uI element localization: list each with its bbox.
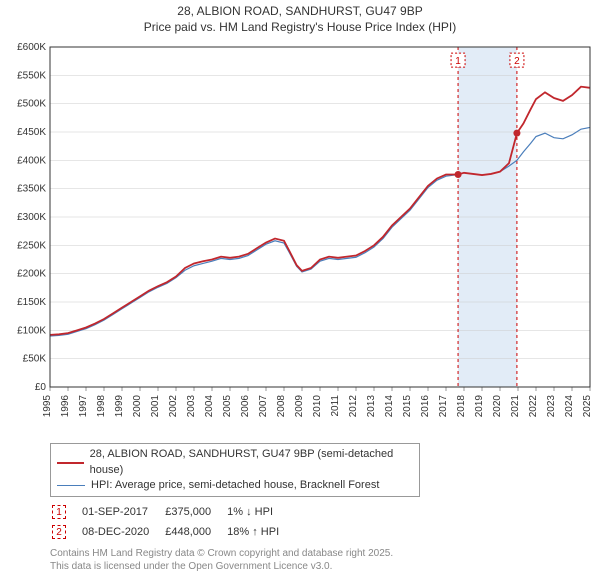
- legend-swatch-1: [57, 485, 85, 487]
- legend-row-0: 28, ALBION ROAD, SANDHURST, GU47 9BP (se…: [57, 447, 413, 478]
- svg-text:2015: 2015: [402, 395, 413, 418]
- svg-text:£200K: £200K: [17, 269, 46, 280]
- svg-text:£0: £0: [35, 382, 47, 393]
- sale-delta-0: 1% ↓ HPI: [227, 503, 293, 521]
- svg-text:2007: 2007: [258, 395, 269, 418]
- sale-delta-1: 18% ↑ HPI: [227, 523, 293, 541]
- title-line-2: Price paid vs. HM Land Registry's House …: [0, 20, 600, 36]
- chart-svg: £0 £50K £100K £150K £200K £250K £300K £350K £400…: [0, 37, 600, 437]
- svg-text:1995: 1995: [42, 395, 53, 418]
- svg-text:£500K: £500K: [17, 99, 46, 110]
- legend-row-1: HPI: Average price, semi-detached house,…: [57, 478, 413, 493]
- table-row: 2 08-DEC-2020 £448,000 18% ↑ HPI: [52, 523, 293, 541]
- svg-text:2020: 2020: [492, 395, 503, 418]
- footer-line-1: Contains HM Land Registry data © Crown c…: [50, 547, 600, 560]
- table-row: 1 01-SEP-2017 £375,000 1% ↓ HPI: [52, 503, 293, 521]
- svg-text:2019: 2019: [474, 395, 485, 418]
- svg-text:£400K: £400K: [17, 156, 46, 167]
- svg-text:1999: 1999: [114, 395, 125, 418]
- svg-text:1997: 1997: [78, 395, 89, 418]
- svg-text:2005: 2005: [222, 395, 233, 418]
- svg-text:2: 2: [514, 56, 520, 67]
- svg-text:£350K: £350K: [17, 184, 46, 195]
- svg-text:2025: 2025: [582, 395, 593, 418]
- svg-text:2018: 2018: [456, 395, 467, 418]
- svg-text:2024: 2024: [564, 395, 575, 418]
- marker-box-1: 1: [52, 505, 66, 519]
- svg-text:2004: 2004: [204, 395, 215, 418]
- svg-text:2006: 2006: [240, 395, 251, 418]
- svg-text:2000: 2000: [132, 395, 143, 418]
- svg-text:£50K: £50K: [23, 354, 47, 365]
- sale-price-0: £375,000: [165, 503, 225, 521]
- legend-label-0: 28, ALBION ROAD, SANDHURST, GU47 9BP (se…: [90, 447, 413, 478]
- svg-text:£450K: £450K: [17, 127, 46, 138]
- chart-title-block: 28, ALBION ROAD, SANDHURST, GU47 9BP Pri…: [0, 0, 600, 37]
- svg-text:2022: 2022: [528, 395, 539, 418]
- svg-text:2012: 2012: [348, 395, 359, 418]
- svg-text:1996: 1996: [60, 395, 71, 418]
- title-line-1: 28, ALBION ROAD, SANDHURST, GU47 9BP: [0, 4, 600, 20]
- svg-text:£600K: £600K: [17, 42, 46, 53]
- svg-text:2013: 2013: [366, 395, 377, 418]
- svg-text:£100K: £100K: [17, 326, 46, 337]
- svg-text:2017: 2017: [438, 395, 449, 418]
- sale-date-0: 01-SEP-2017: [82, 503, 163, 521]
- svg-text:2009: 2009: [294, 395, 305, 418]
- svg-text:1998: 1998: [96, 395, 107, 418]
- legend-swatch-0: [57, 462, 84, 464]
- svg-text:£150K: £150K: [17, 297, 46, 308]
- svg-text:2021: 2021: [510, 395, 521, 418]
- svg-text:£550K: £550K: [17, 71, 46, 82]
- svg-text:£250K: £250K: [17, 241, 46, 252]
- svg-text:2001: 2001: [150, 395, 161, 418]
- chart-container: £0 £50K £100K £150K £200K £250K £300K £350K £400…: [0, 37, 600, 437]
- svg-text:2014: 2014: [384, 395, 395, 418]
- marker-box-2: 2: [52, 525, 66, 539]
- sale-date-1: 08-DEC-2020: [82, 523, 163, 541]
- svg-text:2010: 2010: [312, 395, 323, 418]
- legend: 28, ALBION ROAD, SANDHURST, GU47 9BP (se…: [50, 443, 420, 497]
- svg-text:2011: 2011: [330, 395, 341, 417]
- svg-text:2003: 2003: [186, 395, 197, 418]
- svg-text:2023: 2023: [546, 395, 557, 418]
- legend-label-1: HPI: Average price, semi-detached house,…: [91, 478, 379, 493]
- svg-text:2002: 2002: [168, 395, 179, 418]
- sale-price-1: £448,000: [165, 523, 225, 541]
- svg-text:1: 1: [455, 56, 461, 67]
- svg-text:2016: 2016: [420, 395, 431, 418]
- svg-text:£300K: £300K: [17, 212, 46, 223]
- sales-table: 1 01-SEP-2017 £375,000 1% ↓ HPI 2 08-DEC…: [50, 501, 295, 543]
- footer: Contains HM Land Registry data © Crown c…: [50, 547, 600, 573]
- svg-text:2008: 2008: [276, 395, 287, 418]
- footer-line-2: This data is licensed under the Open Gov…: [50, 560, 600, 573]
